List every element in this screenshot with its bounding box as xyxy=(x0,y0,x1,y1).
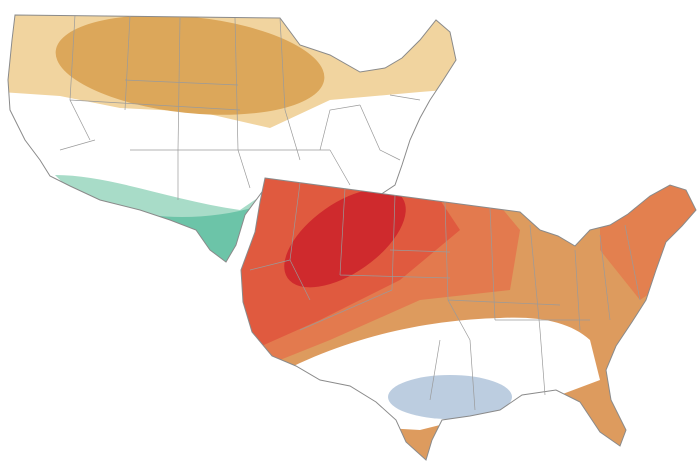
back-state-lines xyxy=(59,14,421,200)
front-blue xyxy=(388,375,512,419)
front-outline xyxy=(240,177,697,461)
back-dark-tan xyxy=(55,15,325,115)
front-map-fill xyxy=(241,178,696,460)
front-state-lines xyxy=(249,182,641,411)
front-dark-red xyxy=(284,188,406,288)
front-map xyxy=(240,177,697,461)
